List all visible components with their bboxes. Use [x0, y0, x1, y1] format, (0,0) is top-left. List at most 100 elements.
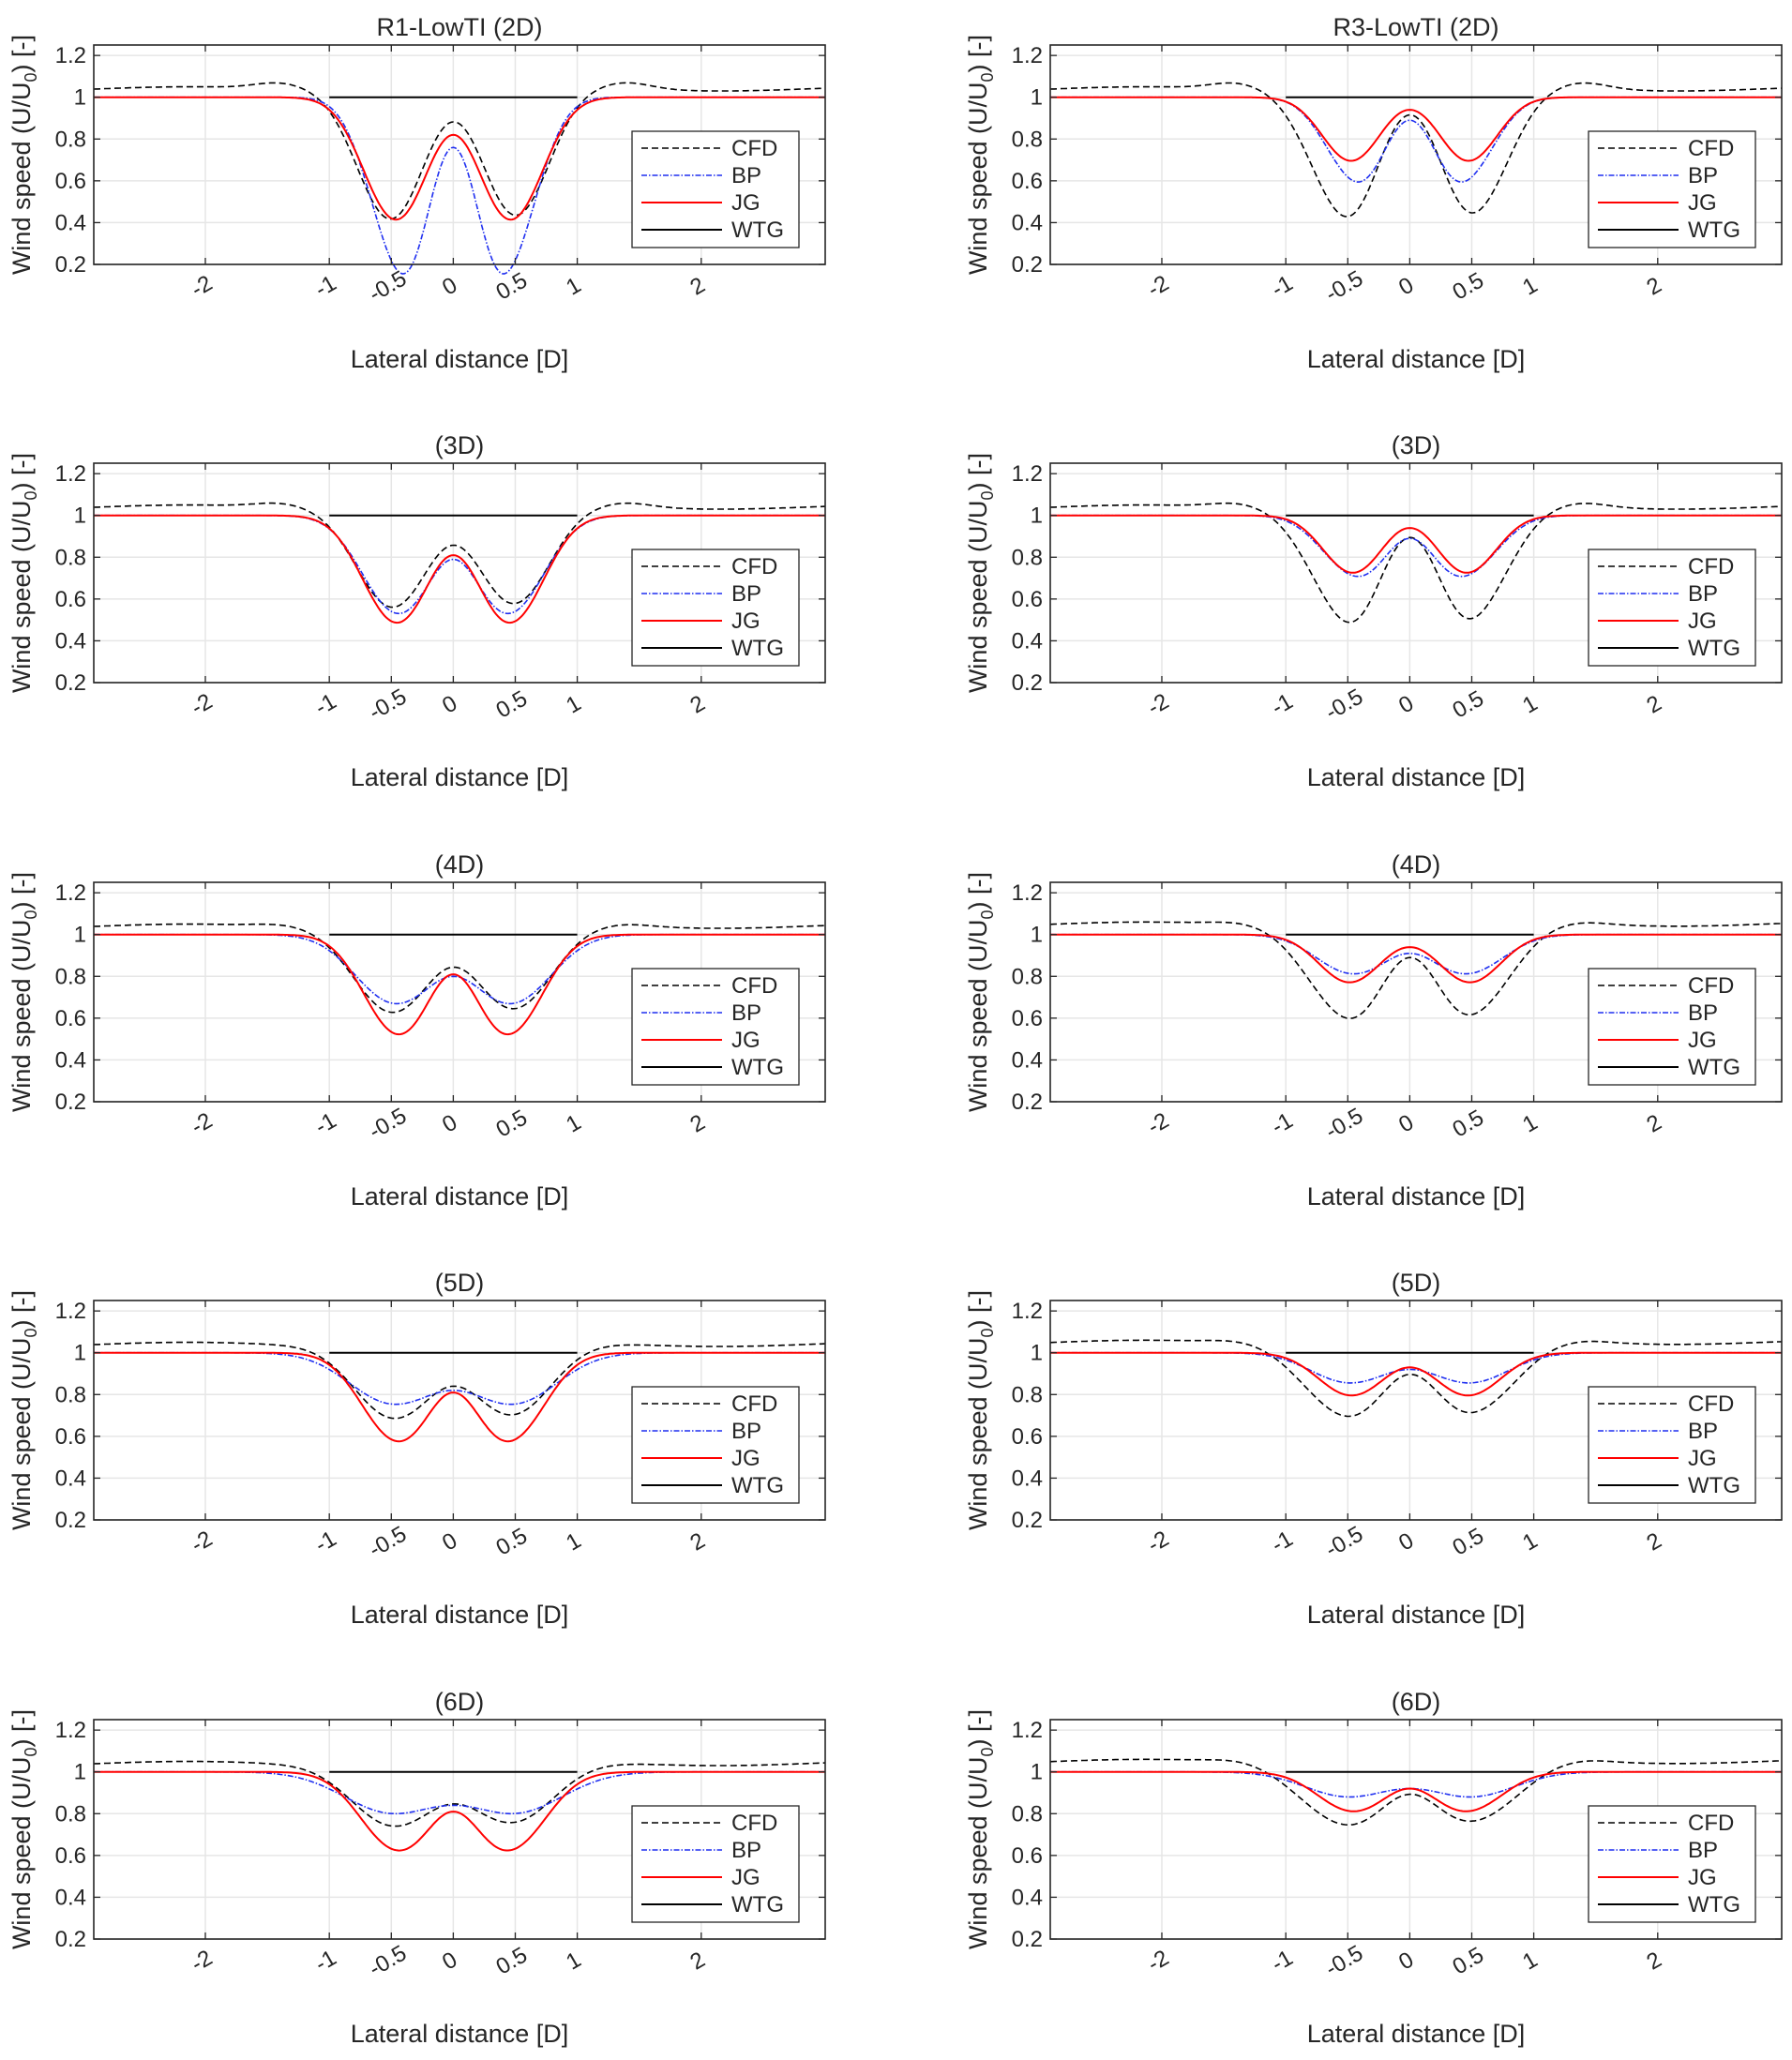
y-tick-label: 0.6 — [1012, 1424, 1043, 1450]
legend-label-wtg: WTG — [731, 1892, 784, 1917]
x-tick-label: -1 — [310, 270, 340, 302]
y-tick-label: 0.4 — [1012, 628, 1043, 654]
x-tick-label: -0.5 — [365, 265, 411, 307]
y-tick-label: 0.4 — [55, 1047, 86, 1073]
x-tick-label: -0.5 — [365, 1521, 411, 1562]
x-axis-label: Lateral distance [D] — [1307, 2020, 1526, 2048]
subplot-title: (3D) — [1392, 431, 1441, 459]
axes-box — [93, 1719, 826, 1940]
legend-label-wtg: WTG — [731, 636, 784, 661]
x-tick-label: -0.5 — [365, 1940, 411, 1981]
x-tick-label: -1 — [1267, 1526, 1297, 1557]
legend-label-bp: BP — [1688, 1000, 1718, 1026]
legend-label-bp: BP — [731, 581, 761, 607]
series-line-cfd — [93, 923, 826, 1014]
x-tick-label: 2 — [686, 1109, 710, 1137]
y-tick-label: 1 — [1031, 1341, 1043, 1366]
legend-label-bp: BP — [1688, 1838, 1718, 1863]
y-tick-label: 0.8 — [1012, 127, 1043, 152]
subplot-title: R3-LowTI (2D) — [1333, 13, 1498, 41]
x-tick-label: -2 — [1143, 270, 1173, 302]
x-tick-label: 2 — [1643, 272, 1666, 300]
y-axis-label: Wind speed (U/U0) [-] — [964, 453, 997, 693]
y-tick-label: 1 — [1031, 1760, 1043, 1785]
legend-label-jg: JG — [731, 1446, 760, 1471]
subplot-title: (5D) — [1392, 1269, 1441, 1297]
x-tick-label: 2 — [1643, 1947, 1666, 1975]
y-tick-label: 1 — [1031, 923, 1043, 948]
legend-label-jg: JG — [731, 1865, 760, 1890]
y-axis-label: Wind speed (U/U0) [-] — [964, 872, 997, 1112]
subplot-6: 0.2 0.4 0.6 0.8 1 1.2 -2 -1 -0.5 0 0.5 1 2 (4D) Latera… — [964, 850, 1783, 1210]
x-tick-label: 2 — [686, 272, 710, 300]
x-tick-label: 2 — [686, 690, 710, 718]
x-tick-label: 0.5 — [1449, 1523, 1488, 1560]
x-tick-label: -1 — [1267, 270, 1297, 302]
x-tick-label: 0.5 — [492, 1942, 532, 1979]
y-tick-label: 1.2 — [55, 1718, 86, 1743]
y-tick-label: 0.6 — [55, 1843, 86, 1869]
y-tick-label: 0.2 — [1012, 252, 1043, 278]
legend-label-cfd: CFD — [1688, 554, 1734, 579]
subplot-2: 0.2 0.4 0.6 0.8 1 1.2 -2 -1 -0.5 0 0.5 1 2 R3-LowTI (… — [964, 13, 1783, 373]
series-line-jg — [1050, 933, 1782, 984]
y-tick-label: 1.2 — [1012, 43, 1043, 68]
x-tick-label: -1 — [1267, 688, 1297, 720]
y-tick-label: 0.4 — [55, 1885, 86, 1910]
legend-label-cfd: CFD — [731, 973, 777, 999]
series-line-jg — [94, 1770, 825, 1852]
axes-box — [1049, 462, 1783, 684]
legend-label-cfd: CFD — [731, 554, 777, 579]
axes-box — [93, 44, 826, 265]
subplot-7: 0.2 0.4 0.6 0.8 1 1.2 -2 -1 -0.5 0 0.5 1 2 (5D) Latera… — [8, 1269, 826, 1629]
x-tick-label: 2 — [686, 1527, 710, 1556]
x-tick-label: 2 — [686, 1947, 710, 1975]
y-tick-label: 0.6 — [55, 587, 86, 612]
x-tick-label: -0.5 — [1321, 1940, 1367, 1981]
legend-label-cfd: CFD — [1688, 973, 1734, 999]
x-tick-label: 0 — [438, 1109, 461, 1137]
legend-label-jg: JG — [731, 1028, 760, 1053]
y-tick-label: 1 — [74, 923, 86, 948]
y-tick-label: 0.6 — [1012, 169, 1043, 194]
y-tick-label: 1.2 — [1012, 1718, 1043, 1743]
y-tick-label: 0.4 — [55, 1466, 86, 1491]
x-tick-label: -0.5 — [1321, 1521, 1367, 1562]
y-tick-label: 0.2 — [55, 252, 86, 278]
x-tick-label: 1 — [562, 690, 585, 718]
legend-box — [1588, 968, 1756, 1086]
y-tick-label: 0.4 — [55, 628, 86, 654]
x-tick-label: 0.5 — [1449, 267, 1488, 305]
x-tick-label: -2 — [187, 688, 217, 720]
series-line-jg — [1050, 514, 1782, 574]
x-tick-label: -1 — [1267, 1107, 1297, 1139]
subplot-1: 0.2 0.4 0.6 0.8 1 1.2 -2 -1 -0.5 0 0.5 1 2 R1-LowTI (… — [8, 13, 826, 373]
y-tick-label: 1 — [74, 1760, 86, 1785]
x-tick-label: -1 — [310, 688, 340, 720]
y-tick-label: 1 — [1031, 85, 1043, 111]
axes-box — [93, 1300, 826, 1521]
legend-label-bp: BP — [1688, 163, 1718, 188]
legend-box — [631, 1386, 800, 1504]
x-tick-label: 0 — [1394, 1527, 1418, 1556]
x-tick-label: 1 — [1518, 272, 1542, 300]
x-tick-label: 0 — [438, 1527, 461, 1556]
legend-label-wtg: WTG — [1688, 218, 1740, 243]
x-tick-label: -2 — [1143, 1526, 1173, 1557]
x-tick-label: 0.5 — [1449, 685, 1488, 723]
y-tick-label: 0.8 — [55, 1382, 86, 1407]
y-tick-label: 0.2 — [1012, 670, 1043, 696]
y-tick-label: 0.2 — [55, 1927, 86, 1952]
y-tick-label: 0.8 — [55, 964, 86, 989]
x-axis-label: Lateral distance [D] — [1307, 1601, 1526, 1629]
legend-label-wtg: WTG — [731, 218, 784, 243]
legend-label-jg: JG — [731, 609, 760, 634]
x-tick-label: 0 — [438, 690, 461, 718]
